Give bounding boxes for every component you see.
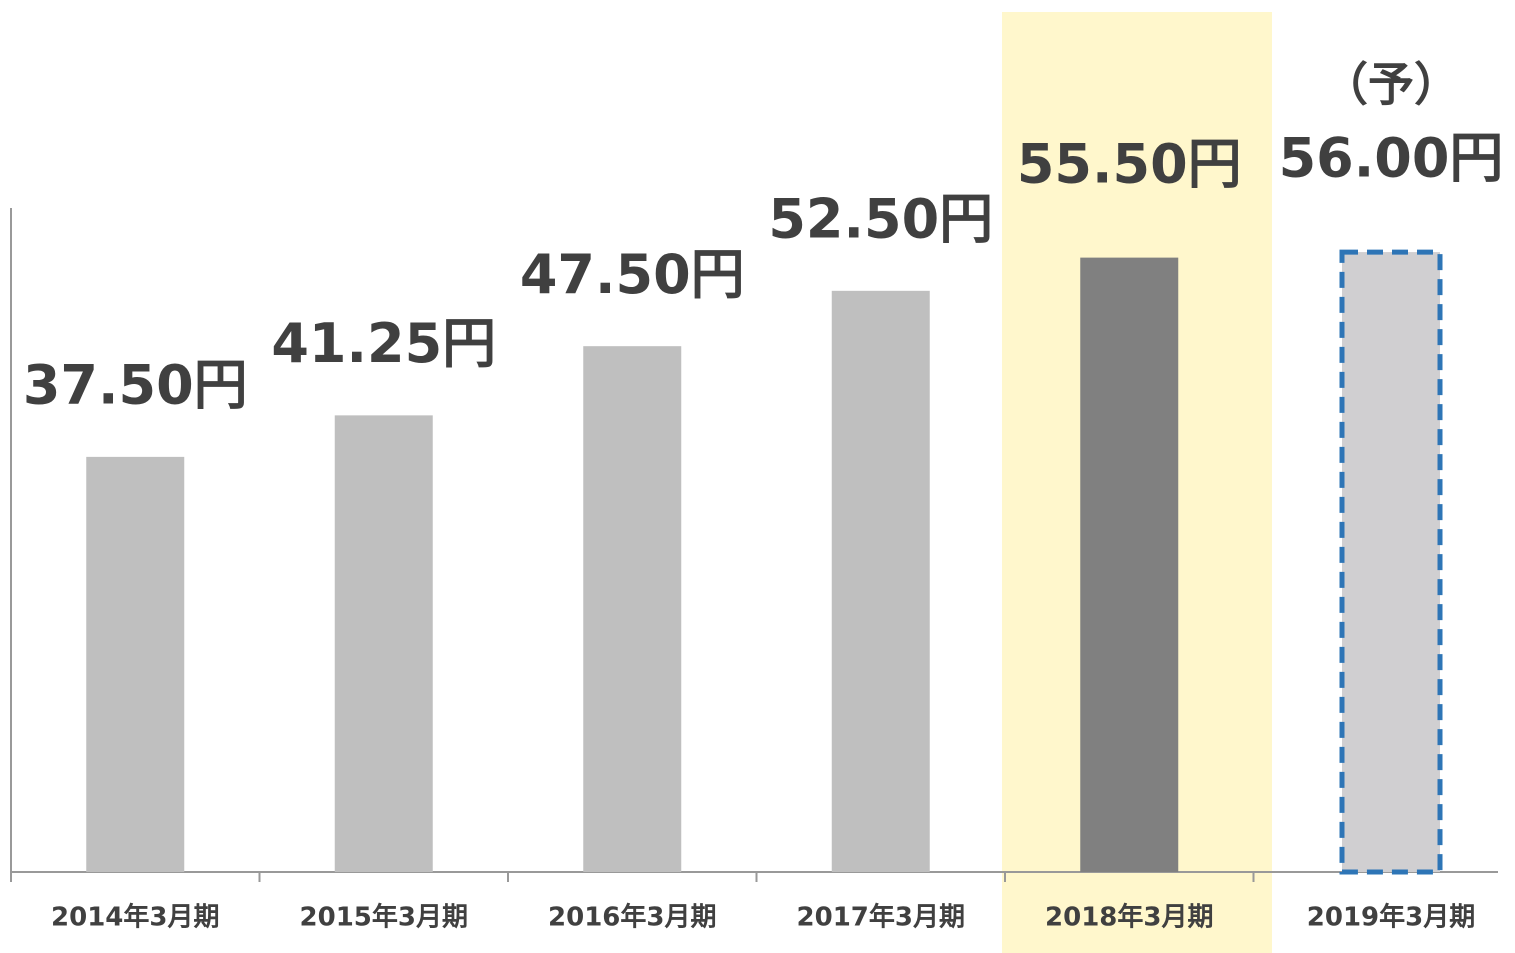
- value-label: 47.50円: [520, 243, 745, 306]
- bar: [86, 456, 185, 872]
- category-label: 2014年3月期: [51, 902, 219, 933]
- category-label: 2015年3月期: [300, 902, 468, 933]
- value-label: 55.50円: [1017, 132, 1242, 195]
- value-label: 56.00円: [1279, 127, 1504, 190]
- bar: [1339, 249, 1443, 875]
- value-label: 52.50円: [768, 187, 993, 250]
- category-label: 2017年3月期: [797, 902, 965, 933]
- category-label: 2016年3月期: [548, 902, 716, 933]
- category-label: 2019年3月期: [1307, 902, 1475, 933]
- value-label: 37.50円: [23, 354, 248, 417]
- bar: [1080, 257, 1179, 872]
- bar: [831, 290, 930, 872]
- annotation: （予）: [1322, 58, 1460, 112]
- bar: [334, 415, 433, 872]
- bar: [583, 346, 682, 872]
- category-label: 2018年3月期: [1045, 902, 1213, 933]
- value-label: 41.25円: [271, 312, 496, 375]
